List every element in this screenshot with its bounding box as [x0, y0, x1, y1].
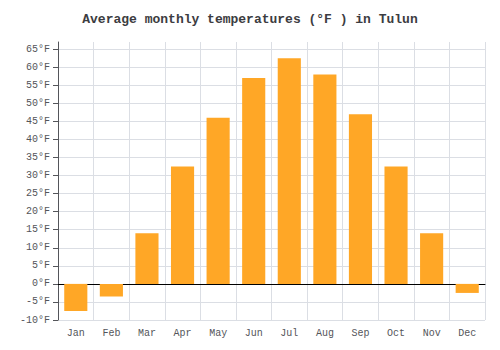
svg-text:20°F: 20°F — [26, 206, 50, 217]
svg-text:0°F: 0°F — [32, 278, 50, 289]
svg-text:50°F: 50°F — [26, 98, 50, 109]
svg-text:May: May — [209, 328, 227, 339]
svg-text:55°F: 55°F — [26, 80, 50, 91]
svg-text:40°F: 40°F — [26, 134, 50, 145]
svg-text:Sep: Sep — [351, 328, 369, 339]
svg-text:-5°F: -5°F — [26, 296, 50, 307]
svg-text:35°F: 35°F — [26, 152, 50, 163]
svg-text:60°F: 60°F — [26, 62, 50, 73]
svg-text:Average monthly temperatures (: Average monthly temperatures (°F ) in Tu… — [82, 12, 418, 27]
svg-text:-10°F: -10°F — [20, 315, 50, 326]
svg-text:Jan: Jan — [67, 328, 85, 339]
svg-text:Oct: Oct — [387, 328, 405, 339]
svg-text:10°F: 10°F — [26, 242, 50, 253]
svg-text:65°F: 65°F — [26, 44, 50, 55]
svg-text:Dec: Dec — [458, 328, 476, 339]
svg-text:5°F: 5°F — [32, 260, 50, 271]
svg-text:30°F: 30°F — [26, 170, 50, 181]
svg-text:Nov: Nov — [423, 328, 441, 339]
svg-text:Aug: Aug — [316, 328, 334, 339]
svg-text:45°F: 45°F — [26, 116, 50, 127]
svg-text:15°F: 15°F — [26, 224, 50, 235]
svg-text:25°F: 25°F — [26, 188, 50, 199]
svg-text:Apr: Apr — [174, 328, 192, 339]
svg-text:Feb: Feb — [102, 328, 120, 339]
svg-text:Jun: Jun — [245, 328, 263, 339]
svg-text:Mar: Mar — [138, 328, 156, 339]
svg-text:Jul: Jul — [280, 328, 298, 339]
